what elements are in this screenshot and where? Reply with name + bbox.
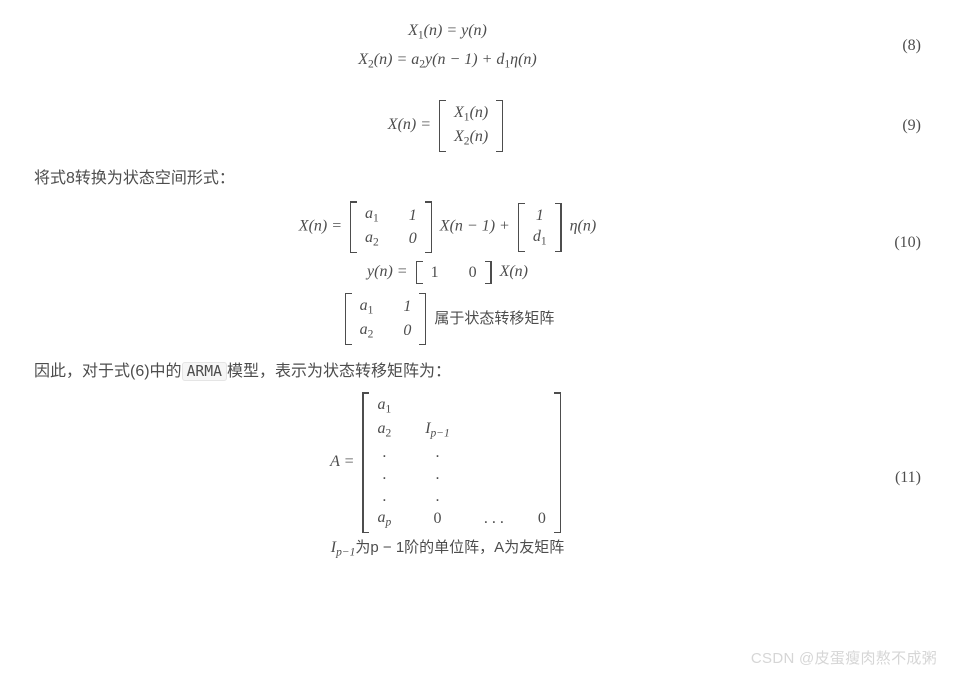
eq10-body: X(n) = a11 a20 X(n − 1) + 1 d1 xyxy=(34,199,861,287)
watermark: CSDN @皮蛋瘦肉熬不成粥 xyxy=(751,647,937,668)
eq11-caption: 为p − 1阶的单位阵，A为友矩阵 xyxy=(355,539,564,556)
equation-10: X(n) = a11 a20 X(n − 1) + 1 d1 xyxy=(34,199,921,287)
eq11-ap-sub: p xyxy=(385,517,391,529)
eq11-r6c2: 0 xyxy=(425,508,450,530)
eq11-I-sub: p−1 xyxy=(431,428,450,440)
paragraph-1: 将式8转换为状态空间形式： xyxy=(34,166,921,192)
note-1: a11 a20 属于状态转移矩阵 xyxy=(34,293,921,345)
eq10-number: (10) xyxy=(861,230,921,256)
para2-a: 因此，对于式(6)中的 xyxy=(34,363,182,380)
note1-text: 属于状态转移矩阵 xyxy=(434,310,554,327)
eq11-cap-sub: p−1 xyxy=(336,547,355,559)
eq11-body: A = a1 a2Ip−1 .. .. .. ap0. . .0 Ip−1为p … xyxy=(34,392,861,564)
page: X1(n) = y(n) X2(n) = a2y(n − 1) + d1η(n)… xyxy=(0,0,955,590)
eq11-number: (11) xyxy=(861,465,921,491)
paragraph-2: 因此，对于式(6)中的ARMA模型，表示为状态转移矩阵为： xyxy=(34,359,921,385)
eq11-r6c3: . . . xyxy=(484,508,504,530)
eq11-r6c4: 0 xyxy=(538,508,546,530)
eq9-body: X(n) = X1(n) X2(n) xyxy=(34,100,861,152)
eq9-number: (9) xyxy=(861,113,921,139)
equation-9: X(n) = X1(n) X2(n) (9) xyxy=(34,100,921,152)
equation-11: A = a1 a2Ip−1 .. .. .. ap0. . .0 Ip−1为p … xyxy=(34,392,921,564)
para2-b: 模型，表示为状态转移矩阵为： xyxy=(227,363,451,380)
arma-code: ARMA xyxy=(182,362,227,381)
eq8-number: (8) xyxy=(861,33,921,59)
eq8-body: X1(n) = y(n) X2(n) = a2y(n − 1) + d1η(n) xyxy=(34,16,861,76)
equation-8: X1(n) = y(n) X2(n) = a2y(n − 1) + d1η(n)… xyxy=(34,16,921,76)
